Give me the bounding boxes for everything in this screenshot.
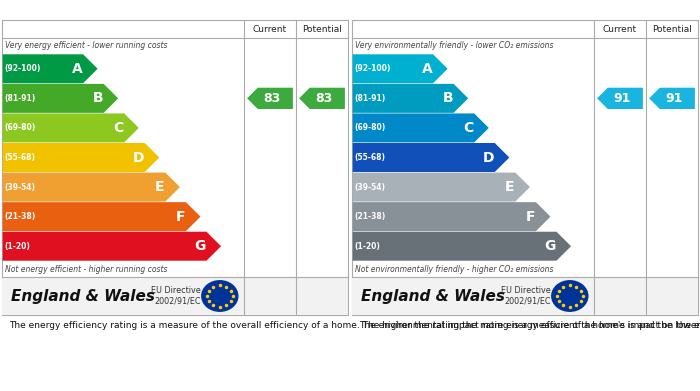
- Text: (92-100): (92-100): [5, 64, 41, 73]
- Text: C: C: [113, 121, 123, 135]
- Text: Not energy efficient - higher running costs: Not energy efficient - higher running co…: [6, 264, 168, 273]
- Text: The environmental impact rating is a measure of a home's impact on the environme: The environmental impact rating is a mea…: [359, 321, 700, 330]
- Text: The energy efficiency rating is a measure of the overall efficiency of a home. T: The energy efficiency rating is a measur…: [9, 321, 700, 330]
- Circle shape: [551, 280, 589, 312]
- Bar: [2, 277, 348, 315]
- Text: Not environmentally friendly - higher CO₂ emissions: Not environmentally friendly - higher CO…: [356, 264, 554, 273]
- Polygon shape: [3, 143, 160, 172]
- Text: (81-91): (81-91): [5, 94, 36, 103]
- Text: Current: Current: [253, 25, 287, 34]
- Text: E: E: [505, 180, 514, 194]
- Polygon shape: [3, 113, 139, 142]
- Text: (21-38): (21-38): [5, 212, 36, 221]
- Polygon shape: [3, 172, 180, 202]
- Text: EU Directive
2002/91/EC: EU Directive 2002/91/EC: [151, 286, 201, 306]
- Text: F: F: [176, 210, 186, 224]
- Text: (69-80): (69-80): [5, 124, 36, 133]
- Text: 91: 91: [614, 92, 631, 105]
- Text: 91: 91: [666, 92, 683, 105]
- Text: G: G: [545, 239, 556, 253]
- Text: A: A: [421, 62, 433, 76]
- Text: (55-68): (55-68): [355, 153, 386, 162]
- Text: EU Directive
2002/91/EC: EU Directive 2002/91/EC: [501, 286, 551, 306]
- Polygon shape: [353, 172, 530, 202]
- Bar: [352, 277, 698, 315]
- Text: (1-20): (1-20): [355, 242, 381, 251]
- Text: Energy Efficiency Rating: Energy Efficiency Rating: [10, 4, 182, 16]
- Text: B: B: [92, 91, 103, 105]
- Circle shape: [201, 280, 239, 312]
- Text: (39-54): (39-54): [5, 183, 36, 192]
- Text: (39-54): (39-54): [355, 183, 386, 192]
- Text: Very environmentally friendly - lower CO₂ emissions: Very environmentally friendly - lower CO…: [356, 41, 554, 50]
- Polygon shape: [353, 84, 468, 113]
- Text: Potential: Potential: [302, 25, 342, 34]
- Polygon shape: [649, 88, 695, 109]
- Text: G: G: [195, 239, 206, 253]
- Text: Very energy efficient - lower running costs: Very energy efficient - lower running co…: [6, 41, 168, 50]
- Text: Potential: Potential: [652, 25, 692, 34]
- Polygon shape: [3, 232, 221, 261]
- Text: A: A: [71, 62, 83, 76]
- Polygon shape: [3, 84, 118, 113]
- Polygon shape: [353, 54, 447, 83]
- Text: Environmental Impact (CO₂) Rating: Environmental Impact (CO₂) Rating: [360, 4, 607, 16]
- Text: E: E: [155, 180, 164, 194]
- Polygon shape: [353, 232, 571, 261]
- Polygon shape: [3, 54, 97, 83]
- Polygon shape: [353, 202, 550, 231]
- Polygon shape: [353, 143, 510, 172]
- Text: F: F: [526, 210, 536, 224]
- Polygon shape: [299, 88, 345, 109]
- Text: D: D: [132, 151, 144, 165]
- Text: D: D: [482, 151, 494, 165]
- Text: (69-80): (69-80): [355, 124, 386, 133]
- Polygon shape: [247, 88, 293, 109]
- Text: (81-91): (81-91): [355, 94, 386, 103]
- Text: England & Wales: England & Wales: [360, 289, 505, 303]
- Text: England & Wales: England & Wales: [10, 289, 155, 303]
- Text: Current: Current: [603, 25, 637, 34]
- Polygon shape: [353, 113, 489, 142]
- Text: (1-20): (1-20): [5, 242, 31, 251]
- Text: (55-68): (55-68): [5, 153, 36, 162]
- Text: B: B: [442, 91, 453, 105]
- Text: (21-38): (21-38): [355, 212, 386, 221]
- Text: (92-100): (92-100): [355, 64, 391, 73]
- Text: 83: 83: [264, 92, 281, 105]
- Text: 83: 83: [316, 92, 333, 105]
- Polygon shape: [597, 88, 643, 109]
- Text: C: C: [463, 121, 473, 135]
- Polygon shape: [3, 202, 200, 231]
